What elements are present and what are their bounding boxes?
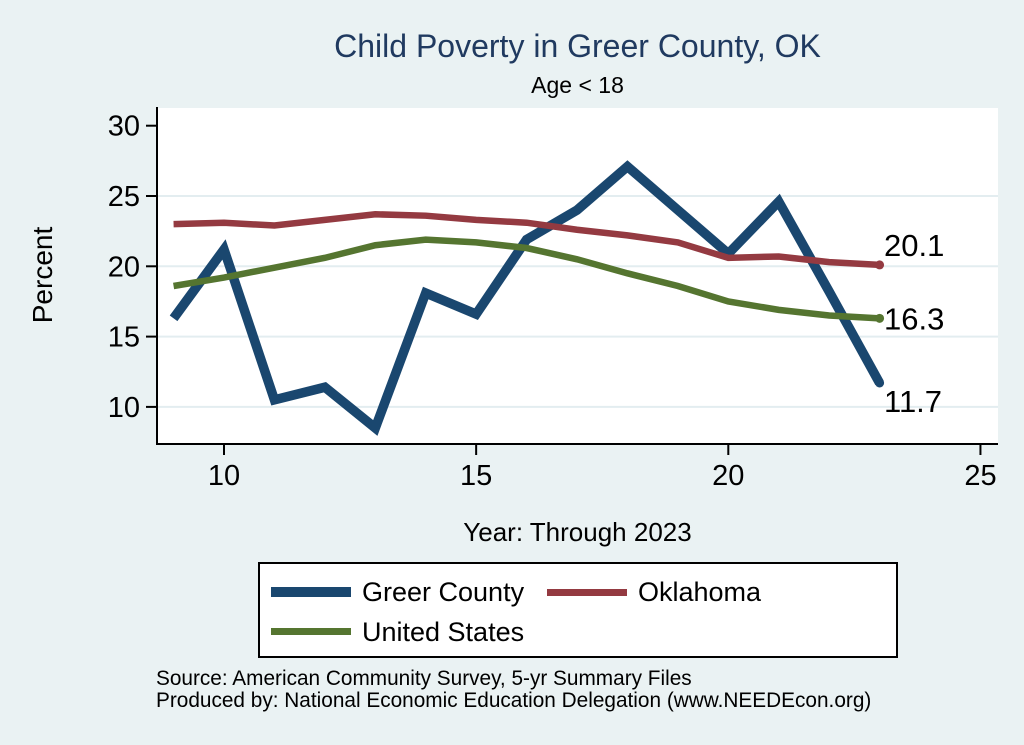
x-tick-label-10: 10 [208,460,240,492]
series-line-greer-county [169,160,884,436]
footer-produced-line: Produced by: National Economic Education… [156,689,872,712]
legend-swatch-united-states [271,628,351,635]
end-marker-oklahoma [875,260,885,270]
y-tick-label-10: 10 [108,392,140,424]
plot-background [157,108,998,444]
series-line-united-states [173,236,880,322]
y-tick-label-15: 15 [108,322,140,354]
y-tick-label-20: 20 [108,251,140,283]
legend: Greer County Oklahoma United States [258,562,898,658]
y-tick-label-30: 30 [108,111,140,143]
legend-label-greer-county: Greer County [362,577,525,607]
legend-label-united-states: United States [362,617,525,647]
y-axis-title: Percent [27,226,58,324]
x-axis-title: Year: Through 2023 [463,517,692,547]
x-tick-label-25: 25 [964,460,996,492]
series-line-oklahoma [173,211,880,269]
end-marker-united-states [875,313,885,323]
legend-swatch-greer-county [271,587,351,597]
end-marker-greer-county [875,378,885,388]
end-label-greer-county: 11.7 [884,384,942,419]
legend-swatch-oklahoma [547,589,627,596]
x-tick-label-20: 20 [712,460,744,492]
footer: Source: American Community Survey, 5-yr … [156,668,871,712]
y-tick-label-25: 25 [108,181,140,213]
end-label-united-states: 16.3 [884,301,944,336]
footer-source-line: Source: American Community Survey, 5-yr … [156,667,692,690]
end-label-oklahoma: 20.1 [884,228,944,263]
legend-label-oklahoma: Oklahoma [638,577,762,607]
chart-title: Child Poverty in Greer County, OK [334,28,821,64]
chart-subtitle: Age < 18 [531,72,624,98]
x-tick-label-15: 15 [460,460,492,492]
